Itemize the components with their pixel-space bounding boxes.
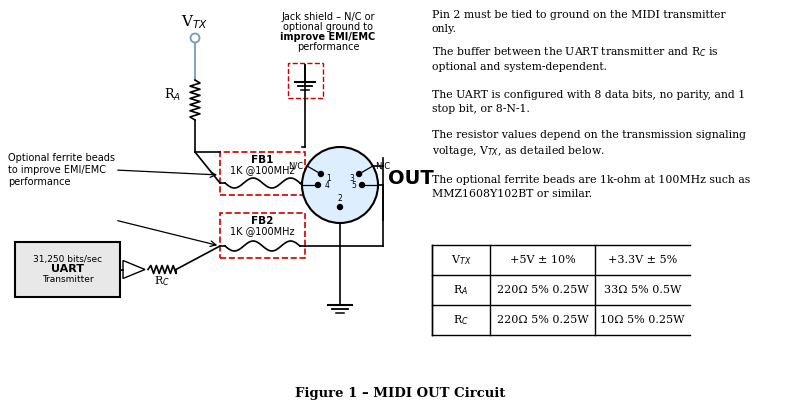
Text: 220Ω 5% 0.25W: 220Ω 5% 0.25W xyxy=(497,315,588,325)
Text: 10Ω 5% 0.25W: 10Ω 5% 0.25W xyxy=(600,315,685,325)
Bar xyxy=(220,213,305,258)
Text: Optional ferrite beads: Optional ferrite beads xyxy=(8,153,115,163)
Text: 1: 1 xyxy=(326,174,331,183)
Text: The resistor values depend on the transmission signaling
voltage, V$_{TX}$, as d: The resistor values depend on the transm… xyxy=(432,130,746,159)
Text: optional ground to: optional ground to xyxy=(283,22,373,32)
Text: 4: 4 xyxy=(324,180,329,189)
Text: performance: performance xyxy=(297,42,359,52)
Text: +5V ± 10%: +5V ± 10% xyxy=(510,255,575,265)
Text: Transmitter: Transmitter xyxy=(42,275,94,284)
Text: 31,250 bits/sec: 31,250 bits/sec xyxy=(33,255,102,264)
Text: 33Ω 5% 0.5W: 33Ω 5% 0.5W xyxy=(604,285,681,295)
Text: The optional ferrite beads are 1k-ohm at 100MHz such as
MMZ1608Y102BT or similar: The optional ferrite beads are 1k-ohm at… xyxy=(432,175,750,199)
Text: 2: 2 xyxy=(338,194,342,203)
Text: R$_C$: R$_C$ xyxy=(154,274,170,288)
Circle shape xyxy=(359,182,365,187)
Bar xyxy=(15,242,120,297)
Text: OUT: OUT xyxy=(388,169,434,187)
Circle shape xyxy=(318,171,323,176)
Text: 1K @100MHz: 1K @100MHz xyxy=(230,165,294,175)
Text: The buffer between the UART transmitter and R$_C$ is
optional and system-depende: The buffer between the UART transmitter … xyxy=(432,45,719,72)
Circle shape xyxy=(338,204,342,209)
Bar xyxy=(288,63,323,98)
Circle shape xyxy=(315,182,321,187)
Text: 3: 3 xyxy=(349,174,354,183)
Text: 220Ω 5% 0.25W: 220Ω 5% 0.25W xyxy=(497,285,588,295)
Text: The UART is configured with 8 data bits, no parity, and 1
stop bit, or 8-N-1.: The UART is configured with 8 data bits,… xyxy=(432,90,746,114)
Bar xyxy=(220,152,305,195)
Text: to improve EMI/EMC: to improve EMI/EMC xyxy=(8,165,106,175)
Text: FB1: FB1 xyxy=(251,155,274,165)
Circle shape xyxy=(357,171,362,176)
Text: R$_A$: R$_A$ xyxy=(164,87,181,103)
Text: UART: UART xyxy=(51,265,84,274)
Text: V$_{TX}$: V$_{TX}$ xyxy=(182,13,209,31)
Text: Jack shield – N/C or: Jack shield – N/C or xyxy=(282,12,374,22)
Text: improve EMI/EMC: improve EMI/EMC xyxy=(280,32,376,42)
Text: +3.3V ± 5%: +3.3V ± 5% xyxy=(608,255,677,265)
Text: performance: performance xyxy=(8,177,70,187)
Text: FB2: FB2 xyxy=(251,216,274,226)
Text: R$_C$: R$_C$ xyxy=(453,313,469,327)
Text: N/C: N/C xyxy=(288,162,303,171)
Text: Pin 2 must be tied to ground on the MIDI transmitter
only.: Pin 2 must be tied to ground on the MIDI… xyxy=(432,10,726,34)
Text: N/C: N/C xyxy=(375,162,390,171)
Text: V$_{TX}$: V$_{TX}$ xyxy=(450,253,471,267)
Text: 1K @100MHz: 1K @100MHz xyxy=(230,226,294,236)
Text: 5: 5 xyxy=(351,180,356,189)
Circle shape xyxy=(302,147,378,223)
Text: R$_A$: R$_A$ xyxy=(454,283,469,297)
Text: Figure 1 – MIDI OUT Circuit: Figure 1 – MIDI OUT Circuit xyxy=(295,387,505,400)
